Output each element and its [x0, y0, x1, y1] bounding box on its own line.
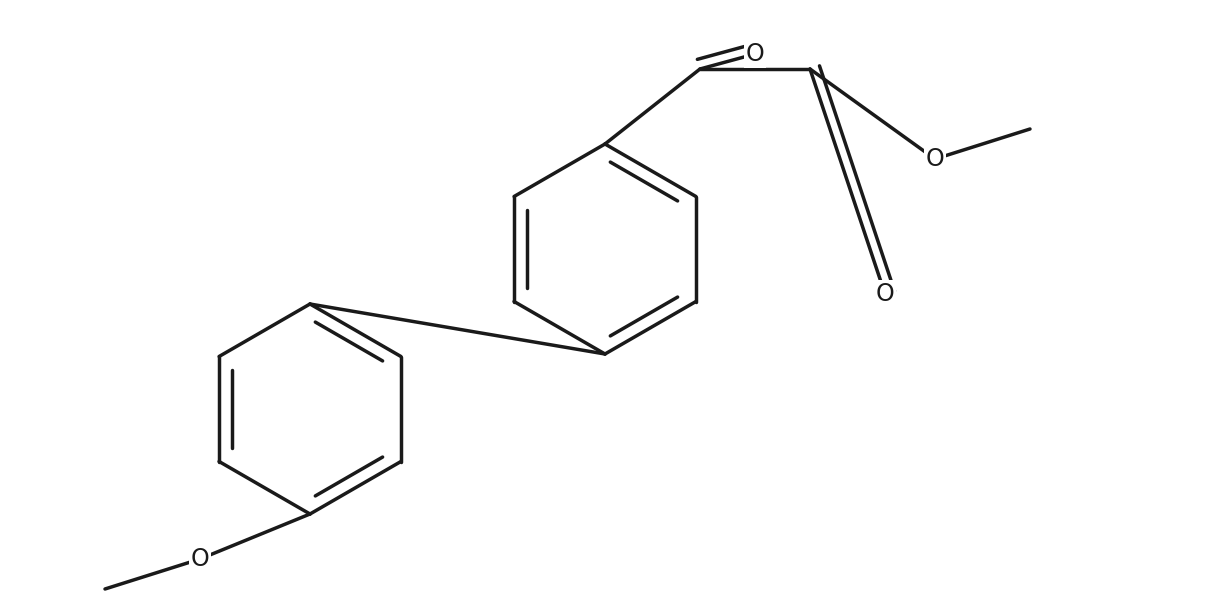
Text: O: O	[745, 42, 765, 66]
Text: O: O	[926, 147, 944, 171]
Text: O: O	[876, 282, 894, 306]
Text: O: O	[191, 547, 209, 571]
